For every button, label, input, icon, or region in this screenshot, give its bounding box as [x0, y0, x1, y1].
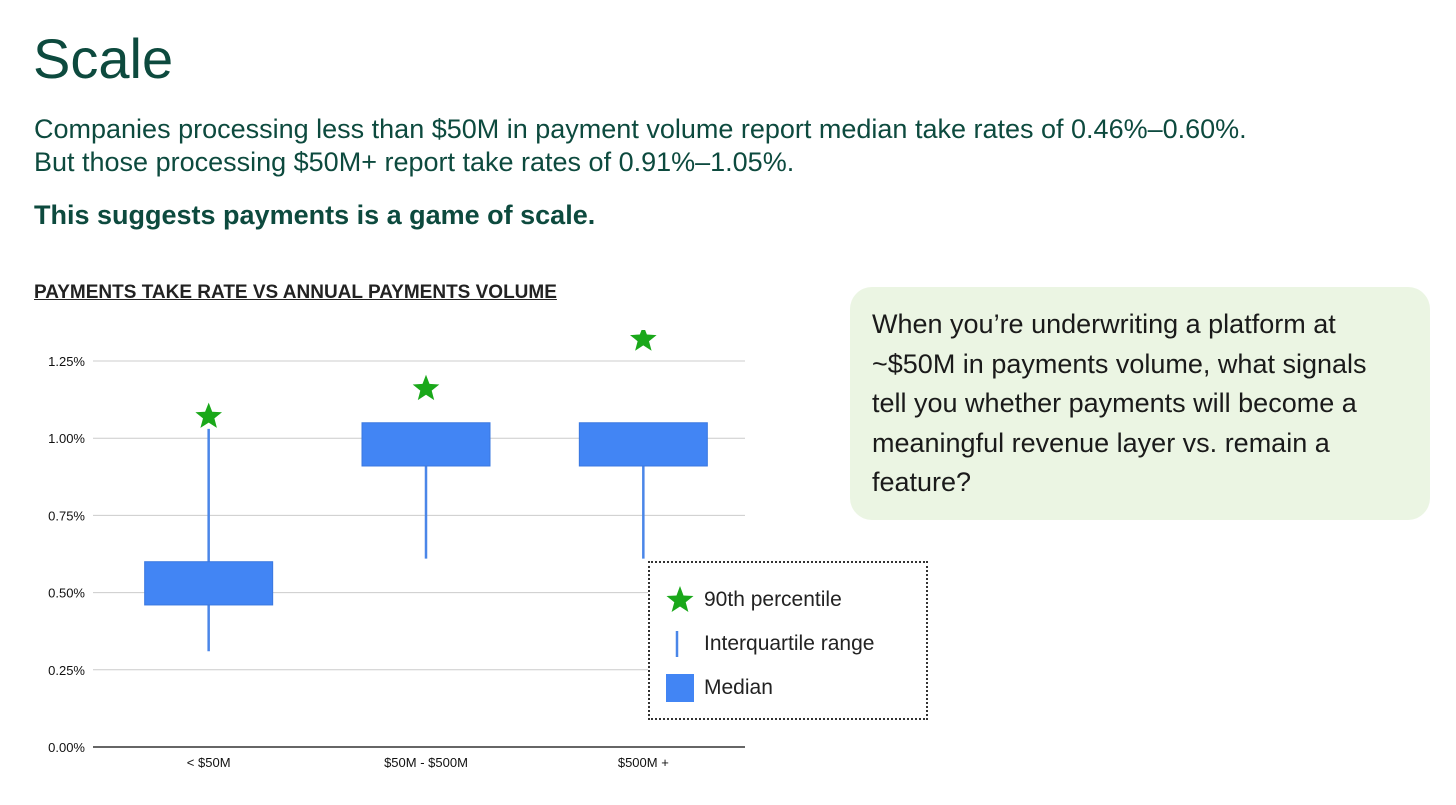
y-tick-label: 0.75%: [48, 508, 85, 523]
box-chart: 0.00% 0.25% 0.50% 0.75% 1.00% 1.25% < $50M $50M…: [48, 330, 745, 770]
legend-label-median: Median: [704, 676, 773, 699]
chart-legend: 90th percentile Interquartile range Medi…: [648, 561, 928, 720]
x-tick-label: $500M +: [618, 755, 669, 770]
legend-label-90th-percentile: 90th percentile: [704, 588, 842, 611]
whisker-line-icon: [664, 629, 696, 659]
y-tick-label: 1.25%: [48, 354, 85, 369]
y-tick-label: 0.00%: [48, 740, 85, 755]
x-tick-label: < $50M: [187, 755, 231, 770]
median-box: [578, 422, 708, 467]
median-box: [361, 422, 491, 467]
percentile-star: [412, 374, 440, 401]
chart-title: PAYMENTS TAKE RATE VS ANNUAL PAYMENTS VO…: [34, 282, 557, 303]
question-callout: When you’re underwriting a platform at ~…: [850, 287, 1430, 520]
median-box: [144, 561, 274, 606]
median-box-icon: [664, 673, 696, 703]
takeaway-text: This suggests payments is a game of scal…: [34, 200, 596, 230]
callout-text: When you’re underwriting a platform at ~…: [872, 309, 1367, 497]
y-tick-label: 0.50%: [48, 586, 85, 601]
x-tick-label: $50M - $500M: [384, 755, 468, 770]
y-tick-label: 0.25%: [48, 663, 85, 678]
legend-item-interquartile-range: Interquartile range: [664, 629, 874, 659]
legend-item-median: Median: [664, 673, 773, 703]
subtitle: Companies processing less than $50M in p…: [34, 113, 1434, 179]
legend-item-90th-percentile: 90th percentile: [664, 585, 842, 615]
legend-label-interquartile-range: Interquartile range: [704, 632, 875, 655]
page-title: Scale: [33, 27, 174, 90]
star-icon: [664, 585, 696, 615]
percentile-star: [195, 402, 222, 428]
subtitle-line-1: Companies processing less than $50M in p…: [34, 114, 1247, 144]
subtitle-line-2: But those processing $50M+ report take r…: [34, 147, 795, 177]
y-tick-label: 1.00%: [48, 431, 85, 446]
percentile-star: [630, 330, 657, 351]
